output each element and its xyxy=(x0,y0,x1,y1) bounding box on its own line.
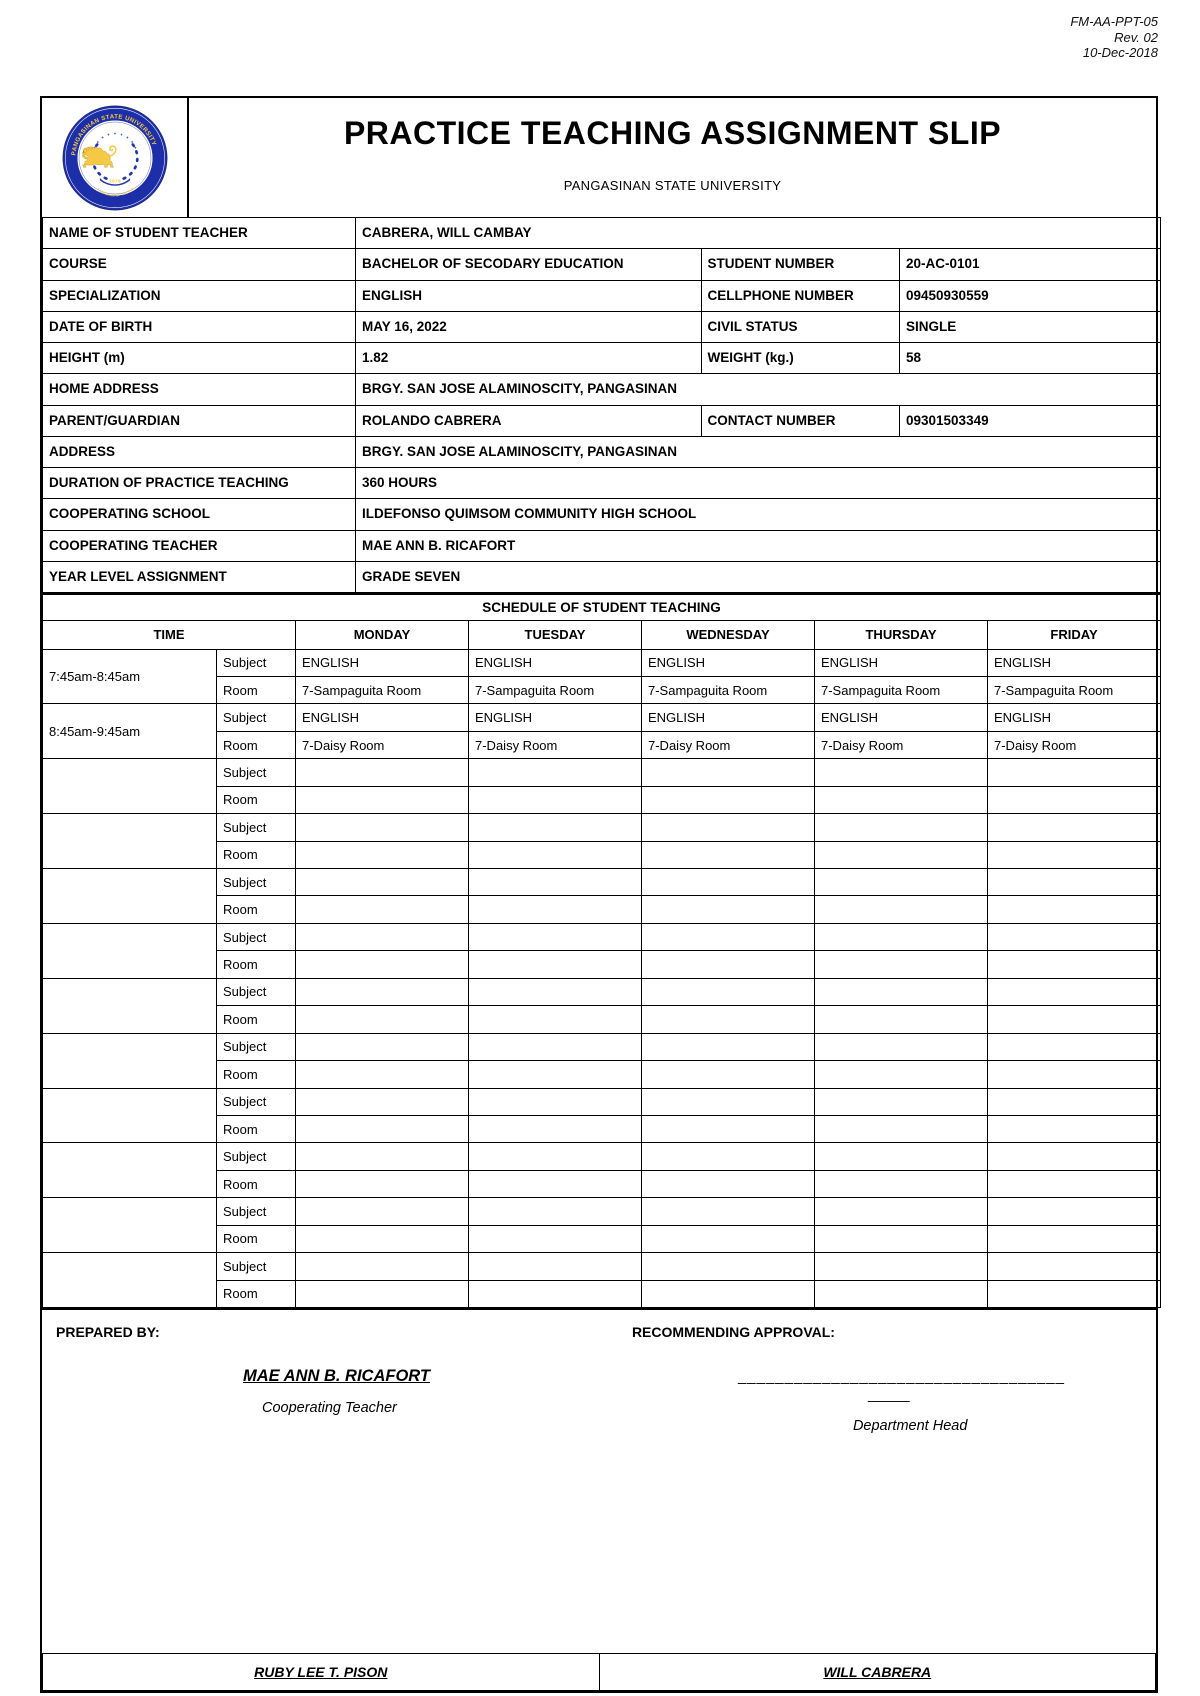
svg-text:1978: 1978 xyxy=(109,178,121,183)
